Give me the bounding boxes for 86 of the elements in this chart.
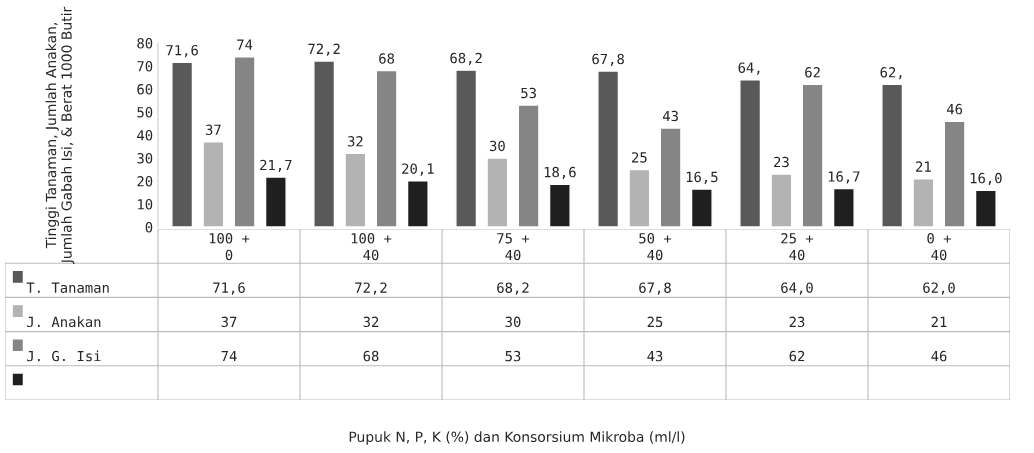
x-tick-label: 100 + 0 xyxy=(209,233,250,261)
text: 68 xyxy=(363,350,379,362)
y-tick-label: 10 xyxy=(138,199,153,210)
data-label: 30 xyxy=(489,140,505,152)
y-tick-label: 80 xyxy=(137,38,153,49)
text: 46 xyxy=(931,350,947,362)
text: 72,2 xyxy=(355,282,387,295)
data-label: 21,7 xyxy=(260,159,292,172)
text: 64,0 xyxy=(781,282,813,295)
data-label: 43 xyxy=(662,110,678,122)
text: 53 xyxy=(505,350,521,362)
data-label: 21 xyxy=(916,161,931,172)
data-label: 18,6 xyxy=(544,166,576,180)
data-label: 16,5 xyxy=(686,171,718,184)
bar xyxy=(943,120,966,227)
bar xyxy=(313,60,336,227)
text: 30 xyxy=(505,316,521,328)
bar xyxy=(597,70,620,227)
x-tick-label: 100 + 40 xyxy=(351,233,392,261)
x-tick-label: 25 + 40 xyxy=(781,233,814,261)
legend-label: T. Tanaman xyxy=(26,282,109,293)
text: 25 xyxy=(647,316,663,328)
text: 67,8 xyxy=(639,282,671,295)
y-tick-label: 20 xyxy=(137,176,153,187)
bar xyxy=(406,180,429,227)
x-tick-label: 0 + 40 xyxy=(927,233,951,261)
text: 71,6 xyxy=(213,282,245,295)
data-label: 23 xyxy=(774,156,789,168)
text: 62,0 xyxy=(923,282,955,295)
bar xyxy=(202,141,225,227)
data-label: 16,7 xyxy=(828,171,860,184)
data-label: 20,1 xyxy=(402,163,434,176)
data-label: 25 xyxy=(632,152,647,163)
bar xyxy=(264,176,287,227)
text: 32 xyxy=(363,316,379,328)
text: 43 xyxy=(647,350,663,362)
data-label: 64, xyxy=(738,62,760,75)
x-tick-label: 75 + 40 xyxy=(497,233,530,261)
y-tick-label: 50 xyxy=(137,107,153,118)
y-tick-label: 30 xyxy=(137,153,153,164)
bar xyxy=(739,79,762,227)
text: 74 xyxy=(221,350,237,362)
bar xyxy=(171,61,194,227)
x-tick-label: 50 + 40 xyxy=(639,233,672,261)
data-label: 68,2 xyxy=(450,52,482,66)
data-label: 71,6 xyxy=(166,44,198,58)
bar xyxy=(974,189,997,227)
bar xyxy=(881,83,904,227)
bar xyxy=(690,188,713,227)
bar xyxy=(659,127,682,227)
bar xyxy=(455,69,478,227)
text: 62 xyxy=(789,350,805,362)
data-label: 32 xyxy=(347,136,363,147)
y-tick-label: 0 xyxy=(145,222,153,233)
legend-label: J. G. Isi xyxy=(27,350,101,362)
y-tick-label: 70 xyxy=(137,61,153,72)
bar xyxy=(628,168,651,227)
data-label: 62 xyxy=(805,67,820,78)
y-axis-title: Tinggi Tanaman, Jumlah Anakan, Jumlah Gabah Isi, & Berat 1000 Butir xyxy=(45,6,75,264)
text: Pupuk N, P, K (%) dan Konsorsium Mikroba (ml/l) xyxy=(349,431,685,445)
bar xyxy=(486,157,509,227)
legend-label: J. Anakan xyxy=(27,316,101,328)
text: 21 xyxy=(931,316,947,327)
data-label: 46 xyxy=(946,103,963,115)
data-label: 16,0 xyxy=(970,172,1002,186)
text: 37 xyxy=(221,316,237,328)
bar xyxy=(344,152,367,227)
data-label: 68 xyxy=(379,53,395,64)
data-label: 74 xyxy=(237,39,253,50)
data-label: 53 xyxy=(521,87,536,99)
data-label: 72,2 xyxy=(308,43,340,56)
bar xyxy=(375,69,398,227)
data-label: 62, xyxy=(880,67,902,80)
text: 23 xyxy=(789,316,805,328)
y-tick-label: 60 xyxy=(137,84,153,95)
bar xyxy=(832,187,855,227)
y-tick-label: 40 xyxy=(137,130,153,141)
bar xyxy=(801,83,824,227)
bar xyxy=(548,183,571,227)
text: 68,2 xyxy=(497,282,529,295)
bar xyxy=(912,178,935,227)
data-label: 67,8 xyxy=(592,53,624,66)
data-label: 37 xyxy=(205,124,221,136)
bar xyxy=(233,56,256,227)
bar xyxy=(517,104,540,227)
bar xyxy=(770,173,793,227)
